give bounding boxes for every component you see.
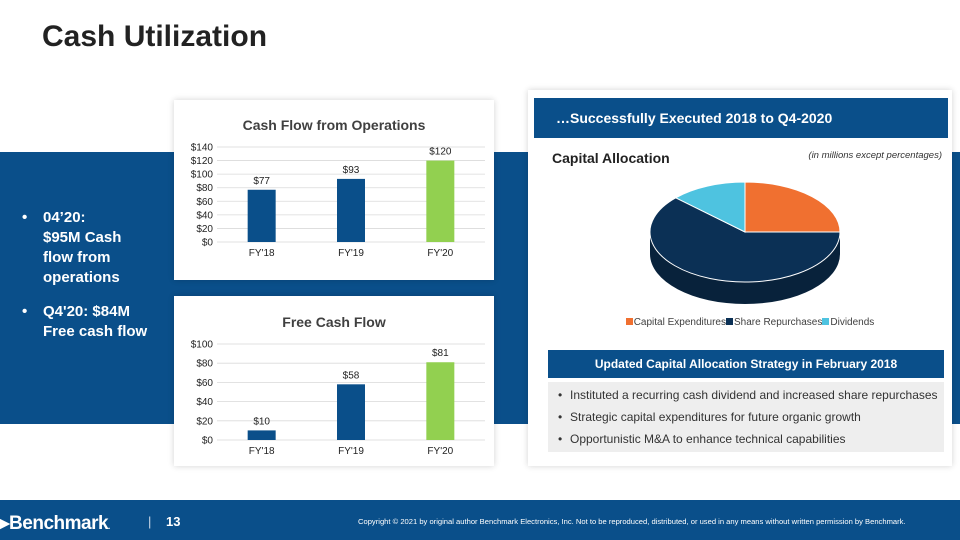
capital-header: …Successfully Executed 2018 to Q4-2020: [534, 98, 948, 138]
legend-swatch: [725, 318, 733, 325]
chart-plot: $0 $20 $40 $60 $80 $100 $10 FY'18 $58 FY'19 $81 FY'…: [191, 340, 485, 457]
data-label: $120: [429, 147, 452, 158]
y-tick-label: $100: [191, 340, 214, 351]
y-tick-label: $60: [196, 197, 213, 208]
bar: [426, 362, 455, 440]
strategy-item: • Opportunistic M&A to enhance technical …: [558, 432, 846, 446]
pie-slice: [649, 197, 841, 283]
x-tick-label: FY'19: [338, 248, 364, 259]
bullet-icon: •: [22, 303, 28, 320]
pie-title: Capital Allocation: [552, 150, 670, 166]
y-tick-label: $0: [202, 238, 214, 249]
x-tick-label: FY'18: [249, 248, 275, 259]
bar: [337, 384, 365, 440]
legend-swatch: [625, 318, 633, 325]
footer-bar: [0, 500, 960, 540]
bar: [337, 178, 365, 242]
pie-slice: [744, 181, 841, 233]
y-tick-label: $80: [196, 183, 213, 194]
bullet-icon: •: [558, 388, 563, 402]
capital-allocation-pie: [649, 181, 841, 304]
highlights-list: • 04’20: $95M Cash flow from operations …: [20, 208, 170, 356]
y-tick-label: $20: [196, 224, 213, 235]
y-tick-label: $40: [196, 210, 213, 221]
legend-swatch: [822, 318, 830, 325]
x-tick-label: FY'20: [427, 248, 453, 259]
strategy-item: • Strategic capital expenditures for futu…: [558, 410, 861, 424]
bullet-icon: •: [22, 209, 28, 226]
bar: [426, 160, 455, 242]
chart-title: Free Cash Flow: [282, 314, 386, 330]
strategy-item: • Instituted a recurring cash dividend an…: [558, 388, 938, 402]
footer-separator: |: [148, 514, 152, 529]
pie-slice: [674, 181, 746, 233]
pie-slice-side: [650, 232, 840, 304]
highlight-item: • Q4'20: $84M Free cash flow: [22, 303, 148, 340]
highlight-item: • 04’20: $95M Cash flow from operations: [22, 209, 122, 286]
strategy-list: • Instituted a recurring cash dividend an…: [548, 382, 944, 452]
bar: [247, 189, 276, 242]
data-label: $77: [253, 176, 270, 187]
y-tick-label: $60: [196, 378, 213, 389]
y-tick-label: $80: [196, 359, 213, 370]
y-tick-label: $0: [202, 436, 214, 447]
logo-arrow-icon: ▸: [0, 513, 10, 534]
x-tick-label: FY'20: [427, 446, 453, 457]
benchmark-logo: ▸Benchmark.: [0, 513, 110, 534]
y-tick-label: $100: [191, 170, 214, 181]
page-title: Cash Utilization: [42, 20, 268, 53]
y-tick-label: $20: [196, 416, 213, 427]
bullet-icon: •: [558, 410, 563, 424]
pie-legend: Capital Expenditures Share Repurchases Div…: [530, 317, 960, 328]
y-tick-label: $40: [196, 397, 213, 408]
units-note: (in millions except percentages): [808, 150, 942, 161]
data-label: $81: [432, 348, 449, 359]
free-cash-flow-chart: Free Cash Flow $0 $20 $40 $60 $80 $100 $10 FY'1…: [174, 296, 494, 466]
cash-flow-operations-chart: Cash Flow from Operations $0 $20 $40 $60 $80…: [174, 100, 494, 280]
legend-item-dividends: Dividends: [822, 317, 874, 328]
strategy-title: Updated Capital Allocation Strategy in F…: [548, 350, 944, 378]
x-tick-label: FY'18: [249, 446, 275, 457]
data-label: $58: [343, 370, 360, 381]
legend-item-repurchases: Share Repurchases: [725, 317, 822, 328]
bar: [247, 430, 276, 440]
y-tick-label: $140: [191, 143, 214, 154]
chart-plot: $0 $20 $40 $60 $80 $100 $120 $140 $77 FY'18 $93 FY'…: [191, 143, 485, 259]
bullet-icon: •: [558, 432, 563, 446]
page-number: 13: [166, 514, 181, 529]
copyright-notice: Copyright © 2021 by original author Benc…: [358, 517, 906, 526]
data-label: $93: [343, 165, 360, 176]
y-tick-label: $120: [191, 156, 214, 167]
legend-item-capex: Capital Expenditures: [625, 317, 726, 328]
data-label: $10: [253, 416, 270, 427]
x-tick-label: FY'19: [338, 446, 364, 457]
chart-title: Cash Flow from Operations: [242, 117, 426, 133]
